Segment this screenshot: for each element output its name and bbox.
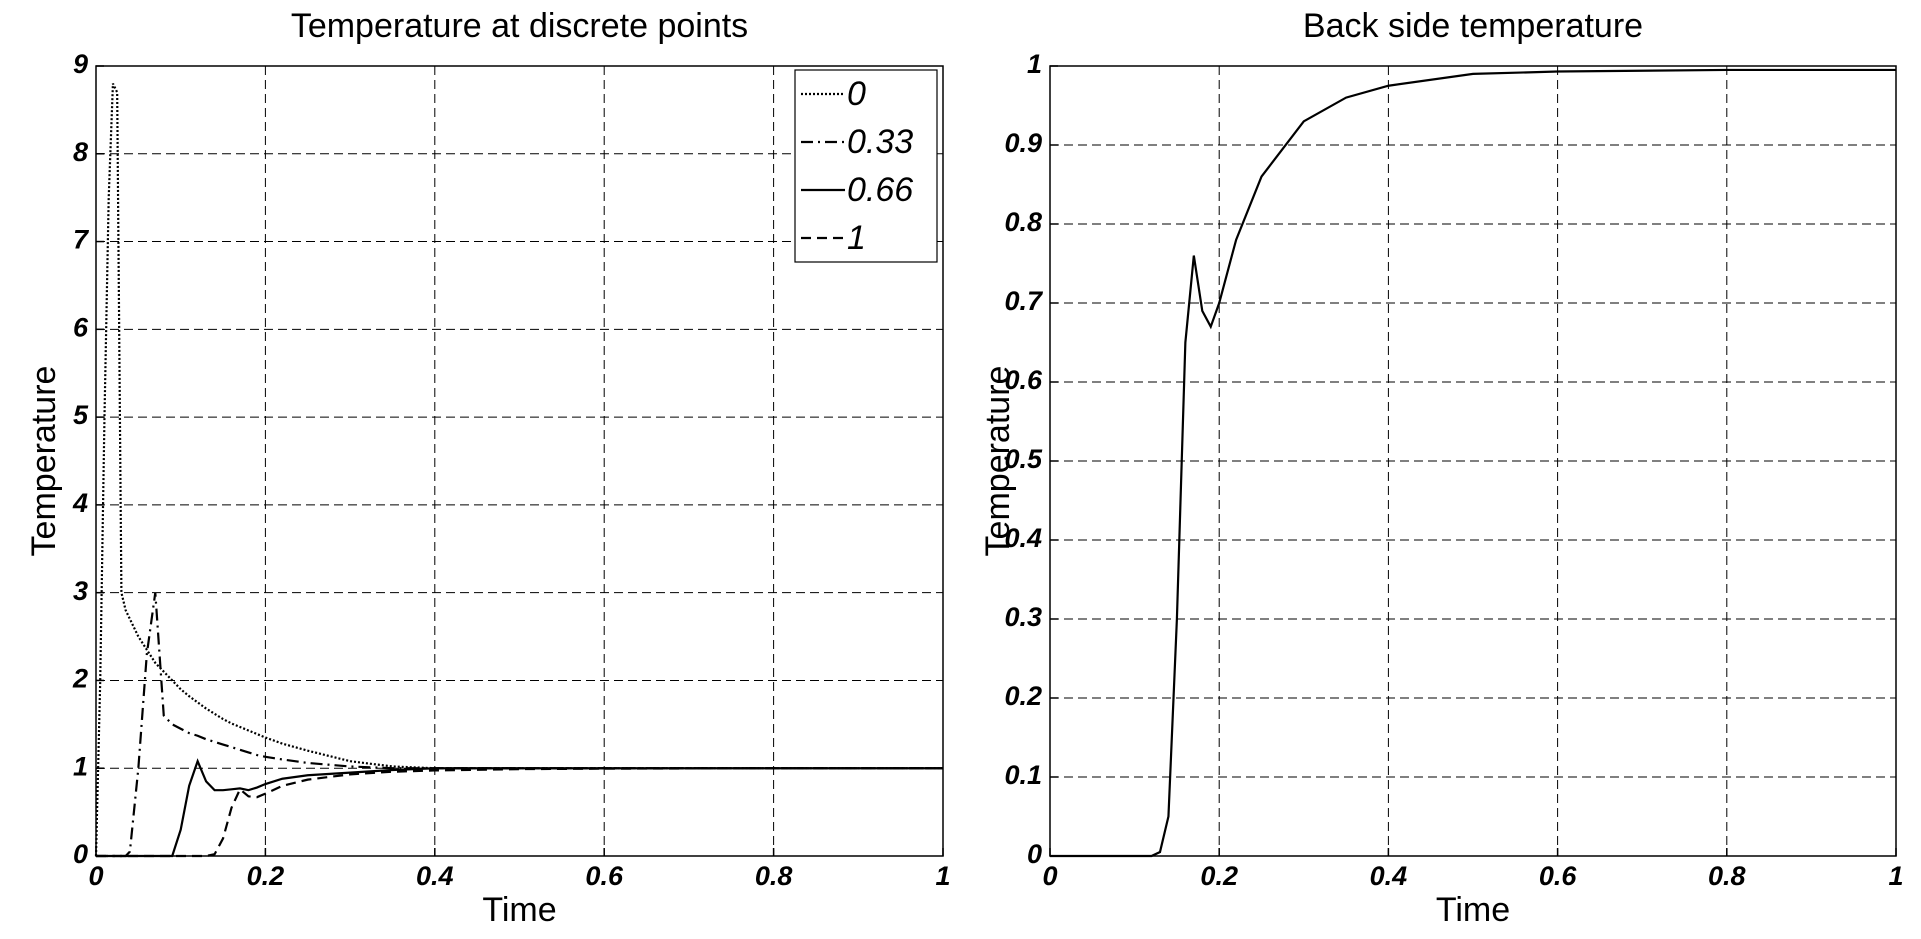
x-axis-label: Time bbox=[1436, 891, 1510, 929]
data-line bbox=[96, 592, 943, 858]
x-tick-label: 0.2 bbox=[1200, 861, 1238, 891]
x-tick-label: 1 bbox=[1888, 861, 1903, 891]
y-tick-label: 1 bbox=[73, 751, 88, 781]
y-tick-label: 0.1 bbox=[1004, 760, 1042, 790]
y-tick-label: 6 bbox=[73, 312, 89, 342]
y-tick-label: 0.3 bbox=[1004, 602, 1042, 632]
plot-frame bbox=[95, 65, 944, 857]
legend-box bbox=[794, 69, 938, 263]
x-tick-label: 0.6 bbox=[585, 861, 624, 891]
legend-label: 1 bbox=[847, 219, 866, 257]
x-tick-label: 0.4 bbox=[1370, 861, 1408, 891]
y-tick-label: 5 bbox=[73, 400, 89, 430]
y-axis-label: Temperature bbox=[979, 366, 1017, 557]
y-tick-label: 3 bbox=[73, 576, 88, 606]
y-axis-label: Temperature bbox=[25, 366, 63, 557]
y-tick-label: 7 bbox=[73, 225, 90, 255]
x-tick-label: 0.8 bbox=[1708, 861, 1746, 891]
x-tick-label: 0.6 bbox=[1539, 861, 1578, 891]
y-tick-label: 2 bbox=[72, 664, 88, 694]
data-line bbox=[94, 83, 943, 857]
y-tick-label: 0.6 bbox=[1004, 365, 1043, 395]
y-tick-label: 0.8 bbox=[1004, 207, 1042, 237]
y-tick-label: 0.9 bbox=[1004, 128, 1042, 158]
y-tick-label: 9 bbox=[73, 49, 88, 79]
y-tick-label: 0.5 bbox=[1004, 444, 1043, 474]
legend-label: 0.33 bbox=[847, 123, 913, 161]
x-tick-label: 0.2 bbox=[247, 861, 285, 891]
x-tick-label: 0.4 bbox=[416, 861, 454, 891]
y-tick-label: 0 bbox=[73, 839, 88, 869]
y-tick-label: 0.2 bbox=[1004, 681, 1042, 711]
chart: 0 0.2 0.4 0.6 0.8 1 0 1 2 3 4 5 6 7 8 9 Temperature at d… bbox=[25, 7, 951, 929]
chart-title: Back side temperature bbox=[1303, 7, 1643, 45]
y-tick-label: 0.7 bbox=[1004, 286, 1044, 316]
x-tick-label: 1 bbox=[935, 861, 950, 891]
y-tick-label: 0 bbox=[1027, 839, 1042, 869]
y-tick-label: 8 bbox=[73, 137, 88, 167]
legend-label: 0 bbox=[847, 75, 866, 113]
y-tick-label: 0.4 bbox=[1004, 523, 1042, 553]
y-tick-label: 1 bbox=[1027, 49, 1042, 79]
x-tick-label: 0 bbox=[1042, 861, 1057, 891]
x-axis-label: Time bbox=[482, 891, 556, 929]
y-tick-label: 4 bbox=[72, 488, 88, 518]
x-tick-label: 0.8 bbox=[755, 861, 793, 891]
x-tick-label: 0 bbox=[88, 861, 103, 891]
data-line bbox=[1050, 68, 1896, 858]
legend-label: 0.66 bbox=[847, 171, 913, 209]
chart: 0 0.2 0.4 0.6 0.8 1 0 0.1 0.2 0.3 0.4 0.5 0.6 0.7 0.8 0… bbox=[979, 7, 1904, 929]
chart-title: Temperature at discrete points bbox=[291, 7, 748, 45]
plot-frame bbox=[1049, 65, 1897, 857]
